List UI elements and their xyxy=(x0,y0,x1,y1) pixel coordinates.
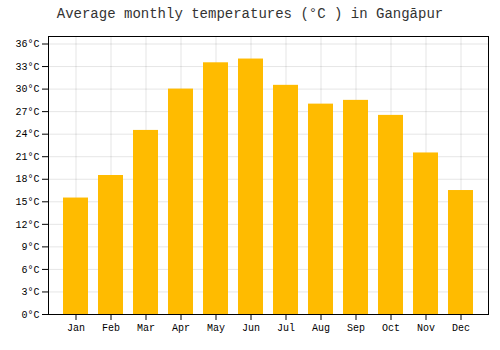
svg-text:Feb: Feb xyxy=(102,323,120,334)
svg-text:Apr: Apr xyxy=(172,323,190,334)
svg-text:12°C: 12°C xyxy=(15,220,39,231)
svg-text:Mar: Mar xyxy=(137,323,155,334)
svg-text:3°C: 3°C xyxy=(21,287,39,298)
svg-text:Sep: Sep xyxy=(347,323,365,334)
svg-text:36°C: 36°C xyxy=(15,39,39,50)
svg-text:6°C: 6°C xyxy=(21,265,39,276)
svg-text:18°C: 18°C xyxy=(15,174,39,185)
svg-text:Jan: Jan xyxy=(67,323,85,334)
svg-text:0°C: 0°C xyxy=(21,310,39,321)
svg-text:Jun: Jun xyxy=(242,323,260,334)
svg-text:Jul: Jul xyxy=(277,323,295,334)
svg-text:27°C: 27°C xyxy=(15,107,39,118)
svg-text:Nov: Nov xyxy=(417,323,435,334)
html-text:Average monthly temperatures (: Average monthly temperatures (°C ) in Ga… xyxy=(56,6,444,22)
svg-text:9°C: 9°C xyxy=(21,242,39,253)
svg-text:33°C: 33°C xyxy=(15,62,39,73)
svg-text:Oct: Oct xyxy=(382,323,400,334)
svg-text:Dec: Dec xyxy=(452,323,470,334)
svg-text:21°C: 21°C xyxy=(15,152,39,163)
svg-text:30°C: 30°C xyxy=(15,84,39,95)
svg-text:15°C: 15°C xyxy=(15,197,39,208)
svg-text:Aug: Aug xyxy=(312,323,330,334)
svg-text:May: May xyxy=(207,323,225,334)
svg-text:24°C: 24°C xyxy=(15,129,39,140)
